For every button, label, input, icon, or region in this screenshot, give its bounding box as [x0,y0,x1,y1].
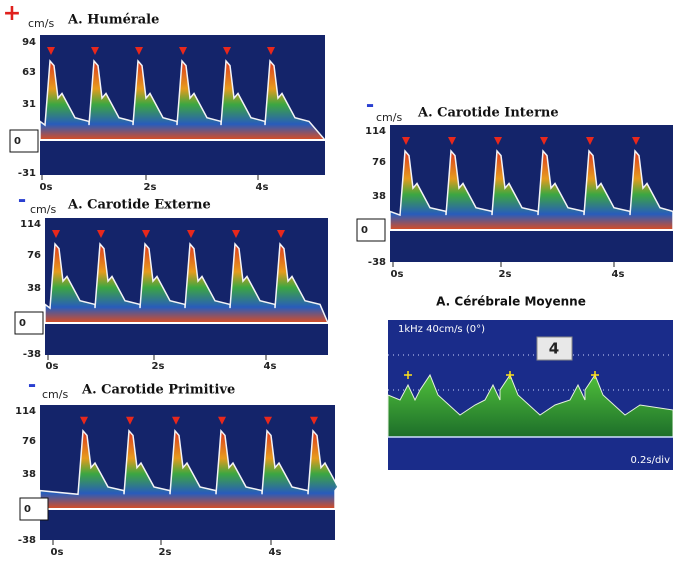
y-label: 38 [22,469,36,480]
peak-arrow [47,46,55,55]
spectrum-bg [390,125,673,262]
y-label: 76 [372,157,386,168]
unit: cm/s [42,388,68,401]
peak-mark [506,371,514,379]
y-label: 114 [20,219,41,230]
panel-title: A. Humérale [67,13,159,28]
peak-arrow [540,136,548,145]
peak-arrow [448,136,456,145]
zero-box [356,218,386,242]
peak-arrow [586,136,594,145]
x-label: 2s [152,361,165,372]
x-label: 0s [391,269,404,280]
y-label: 114 [365,126,386,137]
y-label: 114 [15,406,36,417]
settings: 1kHz 40cm/s (0°) [398,324,485,335]
y-label: -38 [23,349,41,360]
peak-arrow [135,46,143,55]
panel-title: A. Carotide Primitive [81,383,235,398]
peak-arrow [179,46,187,55]
waveform [389,149,673,231]
waveform [44,242,330,324]
x-label: 4s [612,269,625,280]
y-label: 63 [22,67,36,78]
y-label: 0 [361,225,368,236]
sign: - [366,93,374,117]
unit: cm/s [30,203,56,216]
waveform [39,428,339,510]
badge-box [536,336,573,361]
y-label: 38 [372,191,386,202]
peak-arrow [277,229,285,238]
y-label: 0 [14,136,21,147]
y-label: 31 [22,99,36,110]
peak-arrow [172,416,180,425]
peak-arrow [91,46,99,55]
zero-box [19,497,49,521]
peak-arrow [187,229,195,238]
peak-arrow [232,229,240,238]
peak-arrow [494,136,502,145]
peak-arrow [402,136,410,145]
peak-arrow [126,416,134,425]
y-label: 94 [22,37,36,48]
y-label: 76 [27,250,41,261]
peak-mark [404,371,412,379]
badge: 4 [549,340,559,358]
peak-arrow [632,136,640,145]
sign: - [28,373,36,397]
x-label: 4s [256,182,269,193]
sign: - [18,188,26,212]
panel-title: A. Carotide Interne [417,106,559,121]
x-label: 0s [40,182,53,193]
zero-box [9,129,39,153]
peak-arrow [142,229,150,238]
peak-arrow [264,416,272,425]
peak-arrow [218,416,226,425]
y-label: 0 [19,318,26,329]
x-label: 0s [51,547,64,558]
x-label: 2s [159,547,172,558]
x-label: 2s [499,269,512,280]
y-label: 38 [27,283,41,294]
waveform [39,59,327,141]
unit: cm/s [28,17,54,30]
peak-arrow [52,229,60,238]
y-label: 0 [24,504,31,515]
panel-title: A. Carotide Externe [67,198,211,213]
peak-arrow [310,416,318,425]
panel-title: A. Cérébrale Moyenne [436,295,586,309]
x-label: 4s [264,361,277,372]
scale: 0.2s/div [630,455,670,466]
zero-box [14,311,44,335]
y-label: -31 [18,168,36,179]
x-label: 2s [144,182,157,193]
peak-mark [591,371,599,379]
peak-arrow [97,229,105,238]
y-label: 76 [22,436,36,447]
sign: + [3,1,21,26]
x-label: 4s [269,547,282,558]
y-label: -38 [368,257,386,268]
peak-arrow [267,46,275,55]
x-label: 0s [46,361,59,372]
peak-arrow [80,416,88,425]
peak-arrow [223,46,231,55]
unit: cm/s [376,111,402,124]
y-label: -38 [18,535,36,546]
